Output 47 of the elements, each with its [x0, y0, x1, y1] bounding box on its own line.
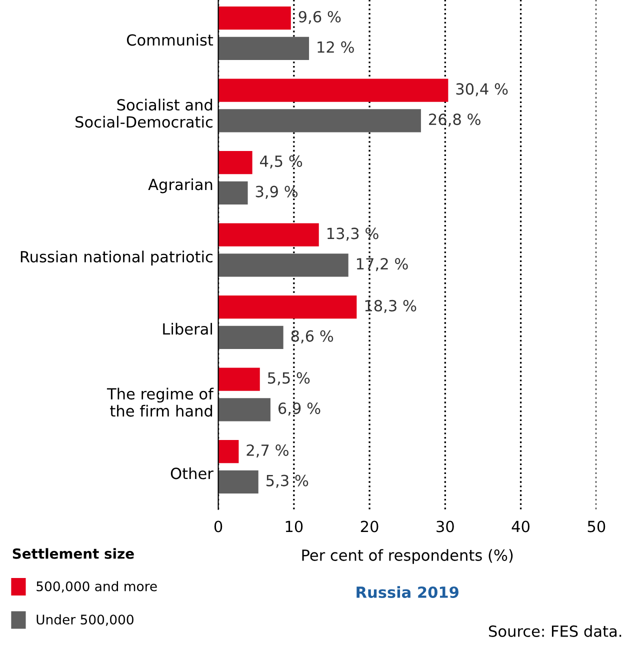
y-tick-label: Agrarian — [148, 178, 212, 194]
bar — [218, 295, 357, 319]
y-tick-label: Russian national patriotic — [20, 250, 212, 266]
data-label: 5,5 % — [268, 372, 310, 386]
data-label: 2,7 % — [246, 444, 288, 458]
legend-label: 500,000 and more — [36, 581, 157, 593]
bar — [218, 109, 421, 132]
x-tick-label: 0 — [214, 520, 222, 532]
bar — [218, 254, 348, 277]
bar — [218, 36, 310, 60]
legend-label: Under 500,000 — [36, 614, 134, 626]
data-label: 3,9 % — [256, 186, 298, 199]
bar — [218, 150, 252, 174]
x-tick-label: 30 — [436, 520, 454, 532]
bar — [218, 6, 291, 30]
data-label: 30,4 % — [456, 83, 508, 96]
data-label: 18,3 % — [365, 300, 416, 314]
data-label: 13,3 % — [327, 228, 378, 241]
bar — [218, 440, 239, 464]
y-tick-label: Other — [170, 467, 214, 480]
x-axis-title: Per cent of respondents (%) — [302, 549, 513, 564]
text: Russia 2019 — [356, 586, 458, 598]
y-tick-label: Communist — [126, 34, 214, 46]
bar — [218, 368, 260, 391]
data-label: 8,6 % — [291, 330, 334, 344]
data-label: 6,9 % — [278, 402, 320, 416]
y-tick-label: The regime of the firm hand — [106, 388, 214, 417]
data-label: 5,3 % — [266, 474, 308, 488]
bar — [218, 78, 448, 102]
bar — [218, 398, 270, 422]
data-label: 26,8 % — [429, 114, 480, 127]
legend-title: Settlement size — [12, 548, 134, 559]
bar — [218, 470, 258, 494]
bar — [218, 326, 284, 349]
bar — [218, 181, 248, 204]
data-label: 17,2 % — [356, 258, 408, 272]
y-tick-label: Socialist and Social-Democratic — [76, 98, 212, 128]
x-tick-label: 50 — [588, 520, 606, 532]
source-note: Source: FES data. — [489, 625, 622, 637]
data-label: 12 % — [318, 41, 354, 53]
bar — [218, 223, 319, 246]
x-tick-label: 40 — [512, 520, 530, 532]
data-label: 4,5 % — [260, 155, 302, 169]
x-tick-label: 10 — [286, 520, 303, 532]
x-tick-label: 20 — [360, 520, 378, 532]
y-tick-label: Liberal — [163, 322, 212, 335]
data-label: 9,6 % — [298, 10, 341, 24]
